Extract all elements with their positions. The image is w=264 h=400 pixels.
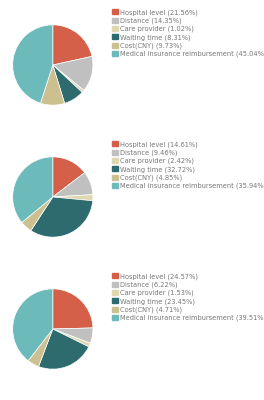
Wedge shape	[22, 197, 53, 230]
Wedge shape	[13, 157, 53, 222]
Wedge shape	[53, 65, 82, 103]
Wedge shape	[53, 289, 93, 329]
Wedge shape	[53, 56, 93, 90]
Wedge shape	[53, 65, 84, 92]
Legend: Hospital level (14.61%), Distance (9.46%), Care provider (2.42%), Waiting time (: Hospital level (14.61%), Distance (9.46%…	[112, 141, 264, 189]
Wedge shape	[53, 329, 90, 347]
Wedge shape	[13, 289, 53, 361]
Wedge shape	[53, 25, 92, 65]
Wedge shape	[53, 173, 93, 197]
Wedge shape	[53, 195, 93, 201]
Wedge shape	[13, 25, 53, 103]
Wedge shape	[31, 197, 93, 237]
Legend: Hospital level (21.56%), Distance (14.35%), Care provider (1.02%), Waiting time : Hospital level (21.56%), Distance (14.35…	[112, 9, 264, 57]
Wedge shape	[28, 329, 53, 366]
Wedge shape	[39, 329, 89, 369]
Wedge shape	[40, 65, 65, 105]
Wedge shape	[53, 157, 85, 197]
Legend: Hospital level (24.57%), Distance (6.22%), Care provider (1.53%), Waiting time (: Hospital level (24.57%), Distance (6.22%…	[112, 273, 264, 321]
Wedge shape	[53, 328, 93, 343]
